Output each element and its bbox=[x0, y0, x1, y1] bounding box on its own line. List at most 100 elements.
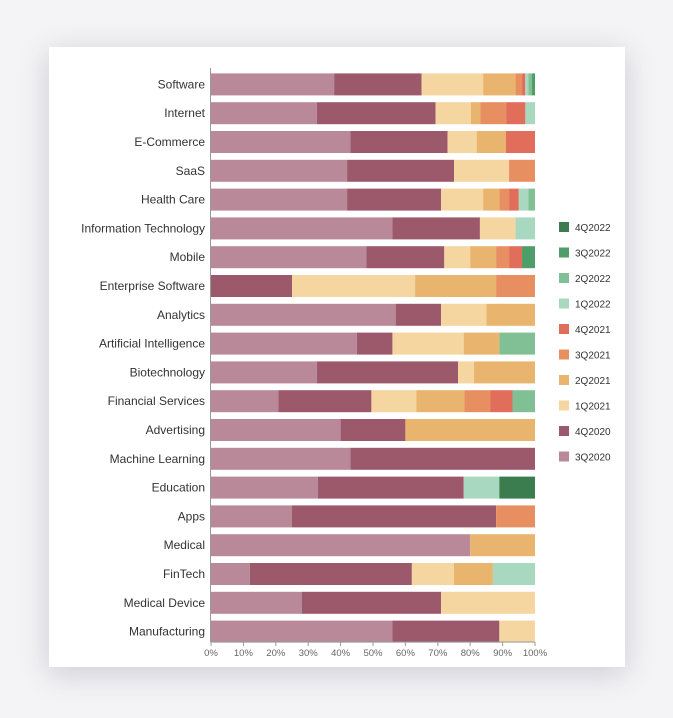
bar-segment-2q2021-9[interactable] bbox=[463, 332, 500, 355]
bar-segment-2q2021-0[interactable] bbox=[483, 73, 516, 96]
bar-segment-1q2021-7[interactable] bbox=[292, 275, 416, 297]
legend-item-3q2020[interactable]: 3Q2020 bbox=[559, 451, 611, 464]
bar-segment-4q2020-18[interactable] bbox=[301, 591, 442, 614]
bar-segment-3q2020-5[interactable] bbox=[211, 217, 393, 240]
legend-item-3q2022[interactable]: 3Q2022 bbox=[559, 247, 611, 260]
bar-segment-3q2020-10[interactable] bbox=[211, 361, 317, 384]
bar-segment-2q2021-1[interactable] bbox=[470, 102, 481, 125]
bar-segment-1q2022-4[interactable] bbox=[518, 188, 529, 211]
bar-segment-4q2020-7[interactable] bbox=[211, 275, 292, 297]
legend-item-2q2022[interactable]: 2Q2022 bbox=[559, 273, 611, 285]
bar-segment-4q2020-14[interactable] bbox=[317, 476, 464, 499]
bar-segment-4q2020-5[interactable] bbox=[392, 217, 480, 240]
bar-segment-2q2021-6[interactable] bbox=[470, 246, 497, 269]
bar-segment-4q2020-3[interactable] bbox=[347, 159, 454, 182]
legend-item-1q2021[interactable]: 1Q2021 bbox=[559, 400, 611, 413]
legend-item-1q2022[interactable]: 1Q2022 bbox=[559, 298, 611, 311]
bar-segment-3q2020-16[interactable] bbox=[211, 534, 471, 557]
legend-item-3q2021[interactable]: 3Q2021 bbox=[559, 349, 611, 362]
bar-segment-1q2021-2[interactable] bbox=[447, 131, 477, 153]
bar-segment-1q2022-17[interactable] bbox=[492, 563, 535, 585]
bar-segment-3q2021-11[interactable] bbox=[464, 390, 491, 413]
bar-segment-3q2020-13[interactable] bbox=[211, 447, 351, 470]
bar-segment-4q2020-11[interactable] bbox=[278, 390, 372, 413]
bar-segment-1q2021-8[interactable] bbox=[441, 303, 487, 326]
bar-segment-3q2020-0[interactable] bbox=[211, 73, 335, 96]
bar-segment-4q2021-0[interactable] bbox=[522, 73, 526, 96]
legend[interactable]: 4Q2022 3Q2022 2Q2022 1Q2022 4Q2021 3Q2021 2Q20… bbox=[559, 222, 611, 464]
bar-segment-3q2020-11[interactable] bbox=[211, 390, 279, 413]
bar-segment-2q2022-0[interactable] bbox=[528, 73, 532, 96]
bar-segment-3q2020-3[interactable] bbox=[211, 159, 348, 182]
bar-segment-2q2021-8[interactable] bbox=[486, 303, 535, 326]
bar-segment-3q2021-6[interactable] bbox=[496, 246, 510, 269]
bar-segment-4q2021-6[interactable] bbox=[509, 246, 523, 269]
bar-segment-2q2021-4[interactable] bbox=[483, 188, 500, 211]
legend-item-4q2020[interactable]: 4Q2020 bbox=[559, 426, 611, 438]
bar-segment-3q2020-4[interactable] bbox=[211, 188, 348, 211]
bar-segment-2q2022-4[interactable] bbox=[528, 188, 535, 211]
bar-segment-2q2022-11[interactable] bbox=[512, 390, 535, 413]
bar-segment-4q2021-11[interactable] bbox=[490, 390, 513, 413]
bar-segment-4q2020-4[interactable] bbox=[347, 188, 442, 211]
bar-segment-4q2020-9[interactable] bbox=[356, 332, 393, 355]
bar-segment-4q2020-12[interactable] bbox=[340, 419, 406, 441]
bar-segment-4q2020-17[interactable] bbox=[249, 563, 412, 585]
bar-segment-3q2020-17[interactable] bbox=[211, 563, 250, 585]
bar-segment-3q2020-15[interactable] bbox=[211, 505, 292, 528]
bar-segment-1q2022-1[interactable] bbox=[525, 102, 535, 125]
bar-segment-1q2022-14[interactable] bbox=[463, 476, 500, 499]
bar-segment-3q2020-14[interactable] bbox=[211, 476, 318, 499]
bar-segment-4q2020-13[interactable] bbox=[350, 447, 535, 470]
bar-segment-4q2020-19[interactable] bbox=[392, 620, 500, 643]
bar-segment-1q2021-1[interactable] bbox=[435, 102, 471, 125]
bar-segment-1q2021-11[interactable] bbox=[371, 390, 417, 413]
bar-segment-1q2021-4[interactable] bbox=[441, 188, 484, 211]
bar-segment-1q2021-3[interactable] bbox=[454, 159, 510, 182]
bar-segment-2q2022-9[interactable] bbox=[499, 332, 535, 355]
bar-segment-4q2020-2[interactable] bbox=[350, 131, 448, 153]
bar-segment-4q2020-0[interactable] bbox=[334, 73, 422, 96]
bar-segment-3q2021-7[interactable] bbox=[496, 275, 535, 297]
bar-segment-3q2020-2[interactable] bbox=[211, 131, 351, 153]
legend-item-2q2021[interactable]: 2Q2021 bbox=[559, 375, 611, 387]
bar-segment-1q2021-5[interactable] bbox=[479, 217, 516, 240]
bar-segment-3q2021-3[interactable] bbox=[509, 159, 535, 182]
bar-segment-3q2020-6[interactable] bbox=[211, 246, 367, 269]
bar-segment-4q2020-10[interactable] bbox=[316, 361, 459, 384]
bar-segment-2q2021-12[interactable] bbox=[405, 419, 535, 441]
bar-segment-2q2021-17[interactable] bbox=[454, 563, 493, 585]
bar-segment-2q2021-11[interactable] bbox=[416, 390, 465, 413]
legend-item-4q2022[interactable]: 4Q2022 bbox=[559, 222, 611, 234]
bar-segment-4q2020-1[interactable] bbox=[316, 102, 436, 125]
bar-segment-4q2021-1[interactable] bbox=[506, 102, 526, 125]
bar-segment-1q2021-18[interactable] bbox=[441, 591, 535, 614]
bar-segment-1q2022-0[interactable] bbox=[525, 73, 529, 96]
bar-segment-1q2021-6[interactable] bbox=[444, 246, 471, 269]
bar-segment-1q2021-17[interactable] bbox=[411, 563, 454, 585]
bar-segment-2q2021-2[interactable] bbox=[476, 131, 506, 153]
bar-segment-3q2022-6[interactable] bbox=[522, 246, 535, 269]
bar-segment-4q2020-6[interactable] bbox=[366, 246, 445, 269]
bar-segment-3q2020-1[interactable] bbox=[211, 102, 317, 125]
bar-segment-3q2020-12[interactable] bbox=[211, 419, 341, 441]
bar-segment-1q2021-10[interactable] bbox=[458, 361, 475, 384]
bar-segment-4q2021-4[interactable] bbox=[509, 188, 519, 211]
bar-segment-3q2020-19[interactable] bbox=[211, 620, 393, 643]
bar-segment-2q2021-16[interactable] bbox=[470, 534, 535, 557]
bar-segment-3q2020-8[interactable] bbox=[211, 303, 396, 326]
bar-segment-4q2022-14[interactable] bbox=[499, 476, 535, 499]
legend-item-4q2021[interactable]: 4Q2021 bbox=[559, 324, 611, 336]
bar-segment-1q2021-0[interactable] bbox=[421, 73, 484, 96]
bar-segment-3q2021-0[interactable] bbox=[515, 73, 523, 96]
bar-segment-4q2020-15[interactable] bbox=[292, 505, 497, 528]
bar-segment-3q2021-15[interactable] bbox=[496, 505, 535, 528]
bar-segment-4q2021-2[interactable] bbox=[505, 131, 535, 153]
bar-segment-3q2021-1[interactable] bbox=[480, 102, 507, 125]
bar-segment-4q2020-8[interactable] bbox=[395, 303, 442, 326]
bar-segment-2q2021-10[interactable] bbox=[474, 361, 535, 384]
bar-segment-3q2021-4[interactable] bbox=[499, 188, 510, 211]
bar-segment-1q2021-9[interactable] bbox=[392, 332, 464, 355]
bar-segment-1q2021-19[interactable] bbox=[499, 620, 535, 643]
bar-segment-3q2020-9[interactable] bbox=[211, 332, 357, 355]
